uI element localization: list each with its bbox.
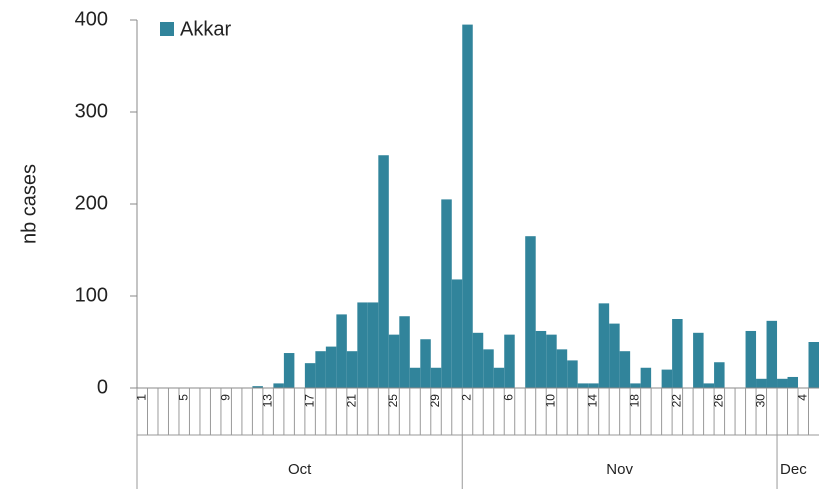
y-tick-label: 100: [75, 284, 108, 306]
bar: [399, 316, 410, 388]
y-tick-label: 400: [75, 8, 108, 30]
bar: [367, 302, 379, 388]
bar: [315, 351, 326, 388]
bar: [714, 362, 725, 388]
bar: [388, 334, 400, 388]
y-axis-label: nb cases: [18, 164, 40, 244]
y-tick-label: 300: [75, 100, 108, 122]
x-tick-label: 17: [302, 394, 316, 408]
bar: [283, 353, 295, 388]
bar: [252, 386, 263, 388]
bar: [472, 332, 484, 388]
bar: [693, 332, 704, 388]
bar: [672, 319, 683, 388]
group-label: Dec: [780, 461, 807, 478]
bar: [304, 363, 316, 388]
x-tick-label: 29: [428, 394, 442, 408]
group-label: Nov: [606, 461, 633, 478]
x-tick-label: 6: [502, 394, 516, 401]
bar: [346, 351, 358, 388]
bar: [357, 302, 368, 388]
bar: [420, 339, 431, 388]
bar: [808, 342, 819, 388]
x-tick-label: 30: [753, 394, 767, 408]
x-tick-label: 13: [260, 394, 274, 408]
bar: [609, 323, 620, 388]
bar: [504, 334, 515, 388]
bar: [336, 314, 347, 388]
bar: [567, 360, 578, 388]
legend-label: Akkar: [180, 18, 231, 40]
bar: [598, 303, 610, 388]
bar: [756, 378, 767, 388]
bar: [577, 383, 589, 388]
bar: [556, 349, 568, 388]
bar: [619, 351, 631, 388]
bar: [493, 367, 505, 388]
bar: [535, 330, 547, 388]
x-tick-label: 1: [134, 394, 148, 401]
bar: [745, 330, 757, 388]
bar: [273, 383, 284, 388]
bar: [525, 236, 536, 388]
bar: [546, 334, 557, 388]
bar: [661, 369, 673, 388]
bar: [441, 199, 452, 388]
x-tick-label: 4: [795, 394, 809, 401]
y-tick-label: 0: [97, 376, 108, 398]
x-tick-label: 21: [344, 394, 358, 408]
x-tick-label: 10: [544, 394, 558, 408]
y-tick-label: 200: [75, 192, 108, 214]
bar: [325, 346, 337, 388]
bar: [777, 378, 788, 388]
group-label: Oct: [288, 461, 312, 478]
bar: [409, 367, 421, 388]
bar: [451, 279, 463, 388]
bar: [640, 367, 652, 388]
bar: [378, 155, 389, 388]
bar: [703, 383, 715, 388]
bar: [630, 383, 641, 388]
x-tick-label: 22: [670, 394, 684, 408]
bar: [588, 383, 599, 388]
x-tick-label: 2: [460, 394, 474, 401]
x-tick-label: 18: [628, 394, 642, 408]
bar: [766, 320, 778, 388]
legend-swatch: [160, 22, 174, 36]
bar: [430, 367, 442, 388]
x-tick-label: 26: [711, 394, 725, 408]
x-tick-label: 5: [176, 394, 190, 401]
x-tick-label: 25: [386, 394, 400, 408]
bar: [483, 349, 494, 388]
x-tick-label: 9: [218, 394, 232, 401]
x-tick-label: 14: [586, 394, 600, 408]
bar: [462, 24, 473, 388]
bar: [787, 376, 799, 388]
